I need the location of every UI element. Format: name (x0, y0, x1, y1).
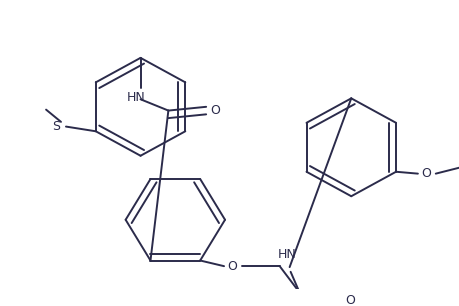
Text: O: O (210, 104, 219, 117)
Text: O: O (420, 167, 430, 180)
Text: HN: HN (277, 248, 296, 260)
Text: O: O (345, 293, 354, 306)
Text: O: O (227, 260, 236, 273)
Text: S: S (52, 120, 60, 133)
Text: HN: HN (126, 91, 145, 104)
